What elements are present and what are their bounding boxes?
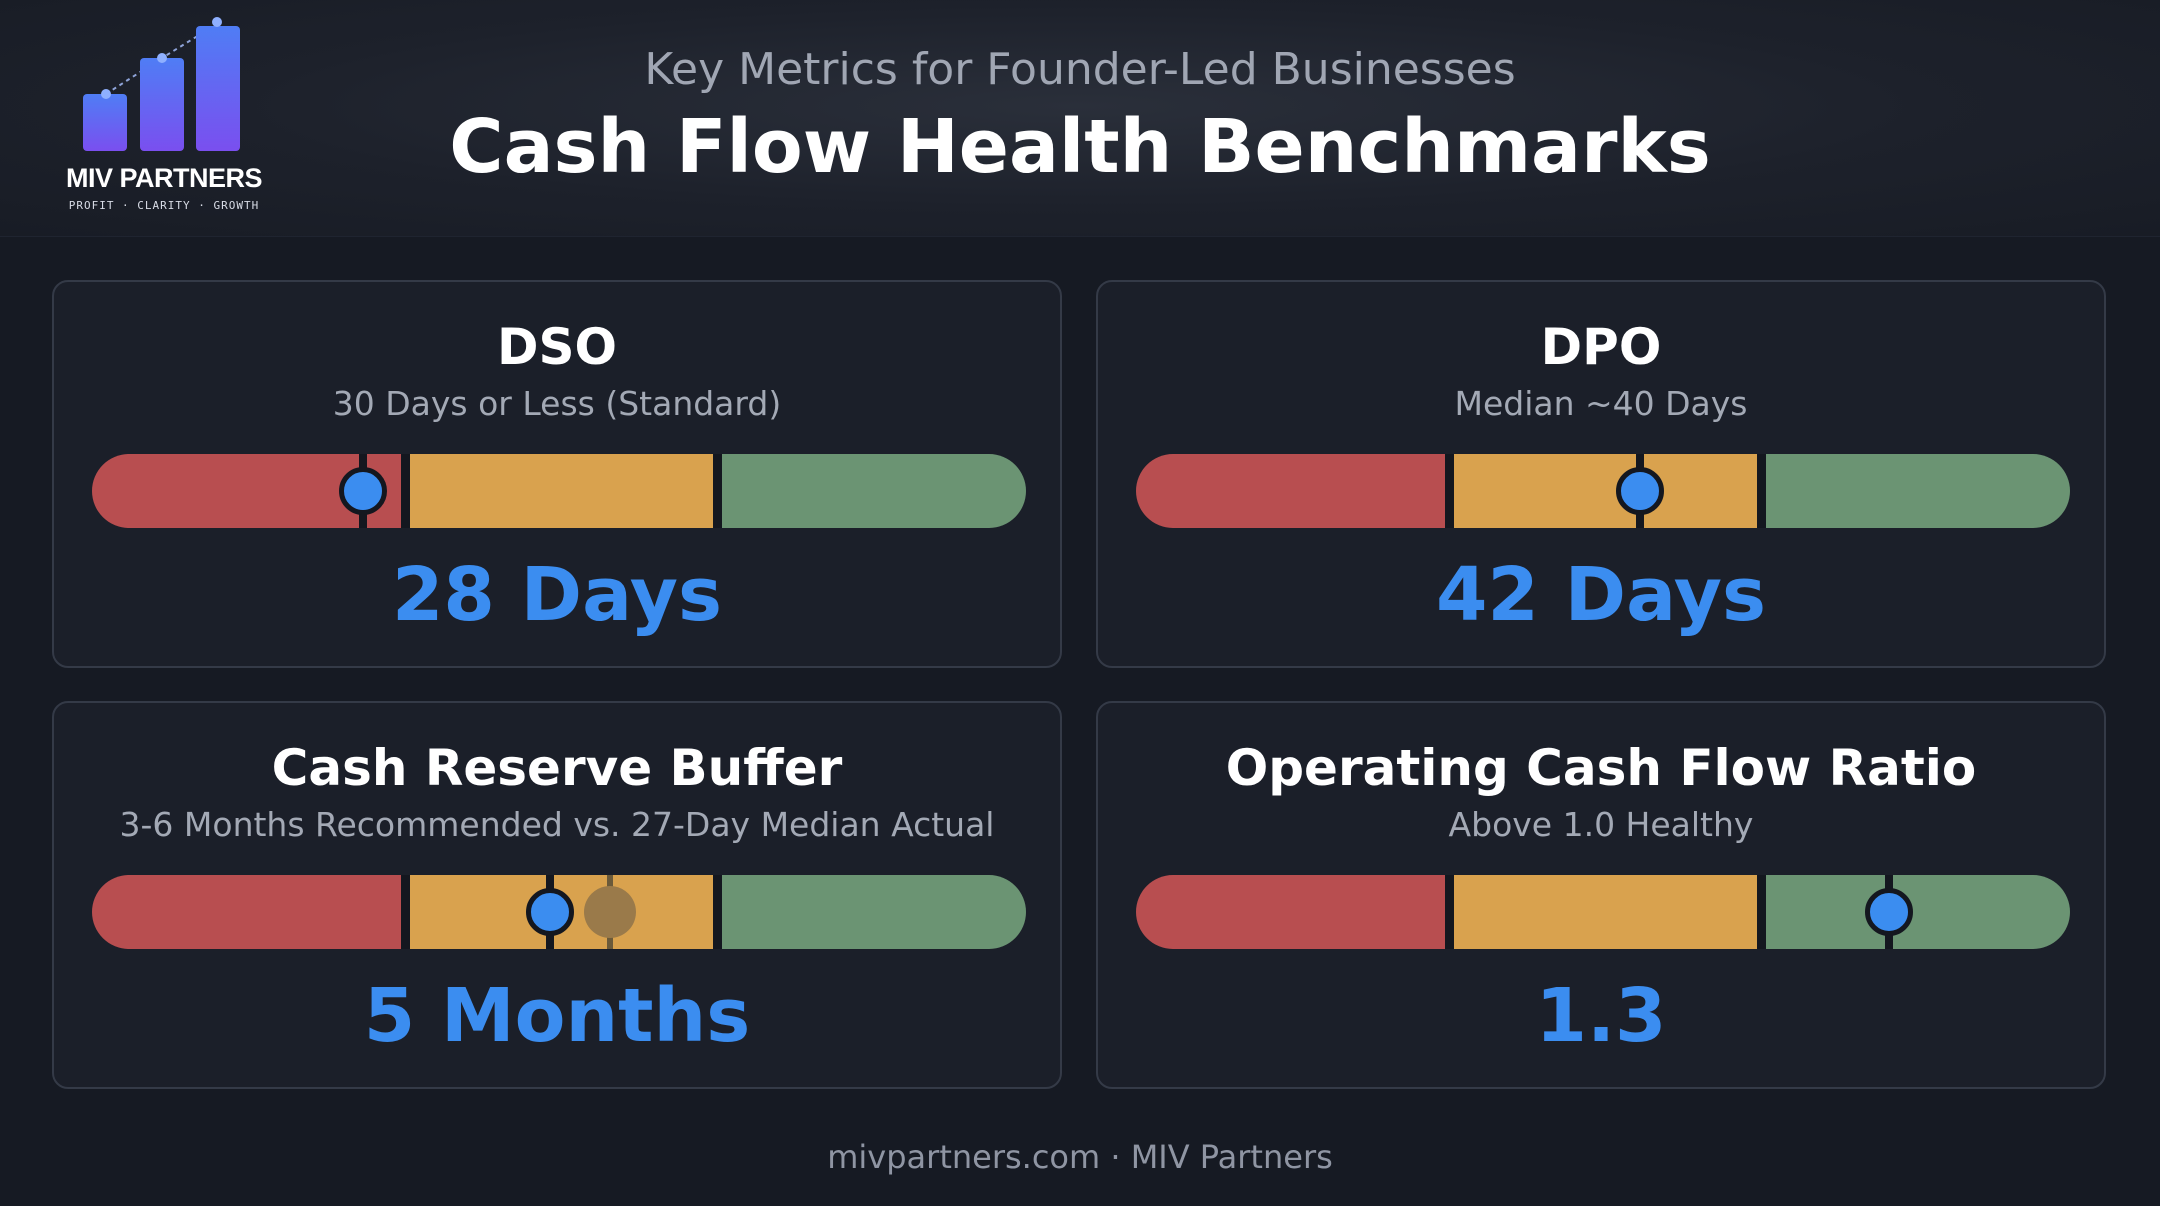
health-gauge — [1136, 454, 2070, 528]
page-title: Cash Flow Health Benchmarks — [449, 104, 1711, 190]
metric-value: 5 Months — [363, 973, 751, 1059]
marker-dot-icon — [525, 888, 574, 936]
metric-benchmark: 30 Days or Less (Standard) — [332, 384, 782, 423]
gauge-zone-green — [713, 875, 1026, 949]
header: MIV PARTNERS PROFIT · CLARITY · GROWTH K… — [0, 0, 2160, 237]
health-gauge — [92, 454, 1026, 528]
metric-title: DPO — [1540, 318, 1662, 376]
gauge-zone-green — [1757, 875, 2070, 949]
gauge-zone-red — [92, 875, 401, 949]
metric-benchmark: Above 1.0 Healthy — [1448, 805, 1754, 844]
metric-benchmark: 3-6 Months Recommended vs. 27-Day Median… — [119, 805, 995, 844]
footer: mivpartners.com · MIV Partners — [827, 1138, 1333, 1176]
brand-tagline: PROFIT · CLARITY · GROWTH — [68, 199, 260, 212]
marker-dot-icon — [338, 467, 387, 515]
bar-chart-logo-icon — [83, 17, 240, 151]
health-gauge — [92, 875, 1026, 949]
metric-value: 1.3 — [1535, 973, 1667, 1059]
metric-title: DSO — [496, 318, 618, 376]
gauge-zone-amber — [401, 875, 713, 949]
metric-card-dso: DSO 30 Days or Less (Standard) 28 Days — [52, 280, 1062, 668]
marker-dot-icon — [1616, 467, 1665, 515]
gauge-zone-green — [713, 454, 1026, 528]
brand-logo: MIV PARTNERS PROFIT · CLARITY · GROWTH — [52, 10, 282, 220]
gauge-zone-amber — [1445, 875, 1757, 949]
page-subtitle: Key Metrics for Founder-Led Businesses — [644, 44, 1516, 95]
metric-card-operating-cash-flow: Operating Cash Flow Ratio Above 1.0 Heal… — [1096, 701, 2106, 1089]
gauge-zone-red — [1136, 454, 1445, 528]
metric-title: Operating Cash Flow Ratio — [1225, 739, 1977, 797]
metric-card-dpo: DPO Median ~40 Days 42 Days — [1096, 280, 2106, 668]
marker-dot-icon — [1864, 888, 1913, 936]
gauge-zone-amber — [1445, 454, 1757, 528]
brand-name: MIV PARTNERS — [65, 163, 263, 193]
metric-value: 42 Days — [1435, 552, 1767, 638]
ghost-marker-dot-icon — [584, 886, 637, 938]
metric-card-cash-reserve: Cash Reserve Buffer 3-6 Months Recommend… — [52, 701, 1062, 1089]
gauge-zone-green — [1757, 454, 2070, 528]
metric-value: 28 Days — [391, 552, 723, 638]
health-gauge — [1136, 875, 2070, 949]
metric-benchmark: Median ~40 Days — [1454, 384, 1748, 423]
metric-title: Cash Reserve Buffer — [271, 739, 843, 797]
gauge-zone-red — [1136, 875, 1445, 949]
gauge-zone-amber — [401, 454, 713, 528]
